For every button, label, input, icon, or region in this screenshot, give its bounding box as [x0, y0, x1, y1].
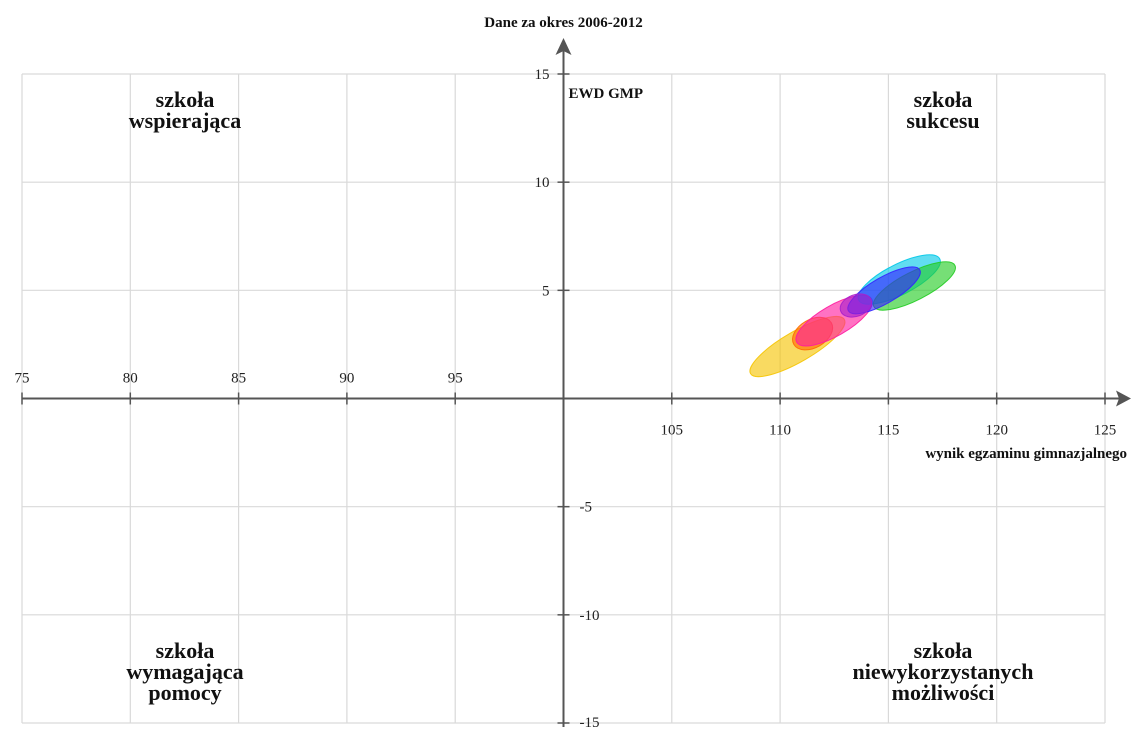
y-tick-label: 15	[535, 67, 550, 83]
y-tick-label: -10	[580, 608, 600, 624]
y-tick-label: -15	[580, 715, 600, 729]
chart-title: Dane za okres 2006-2012	[484, 15, 642, 31]
x-tick-label: 85	[231, 371, 246, 387]
x-tick-label: 120	[985, 423, 1008, 439]
quadrant-label-top-left: szkoła wspierająca	[129, 87, 241, 133]
quadrant-label-line: wspierająca	[129, 108, 241, 133]
x-tick-label: 80	[123, 371, 138, 387]
x-tick-label: 90	[339, 371, 354, 387]
data-ellipses	[749, 254, 956, 378]
x-tick-label: 110	[769, 423, 791, 439]
quadrant-label-line: szkoła	[156, 638, 215, 663]
x-tick-label: 75	[15, 371, 30, 387]
y-tick-label: -5	[580, 500, 593, 516]
quadrant-label-line: szkoła	[914, 638, 973, 663]
quadrant-label-line: sukcesu	[906, 108, 979, 133]
y-axis-arrow	[555, 38, 572, 55]
axes	[21, 38, 1131, 727]
x-axis-arrow	[1116, 390, 1131, 407]
quadrant-label-line: niewykorzystanych	[853, 659, 1034, 684]
quadrant-label-line: możliwości	[892, 680, 995, 705]
x-tick-label: 105	[661, 423, 684, 439]
quadrant-label-line: szkoła	[156, 87, 215, 112]
quadrant-label-line: szkoła	[914, 87, 973, 112]
y-tick-label: 5	[542, 283, 550, 299]
quadrant-label-line: wymagająca	[126, 659, 243, 684]
quadrant-label-top-right: szkoła sukcesu	[906, 87, 979, 133]
y-axis-label: EWD GMP	[569, 86, 644, 102]
x-tick-label: 95	[448, 371, 463, 387]
quadrant-label-bottom-left: szkoła wymagająca pomocy	[126, 638, 243, 705]
x-tick-label: 125	[1094, 423, 1117, 439]
x-axis-label: wynik egzaminu gimnazjalnego	[925, 446, 1127, 462]
quadrant-label-bottom-right: szkoła niewykorzystanych możliwości	[853, 638, 1034, 705]
quadrant-label-line: pomocy	[148, 680, 221, 705]
y-tick-label: 10	[535, 175, 550, 191]
data-ellipse	[839, 293, 873, 318]
x-tick-label: 115	[877, 423, 899, 439]
